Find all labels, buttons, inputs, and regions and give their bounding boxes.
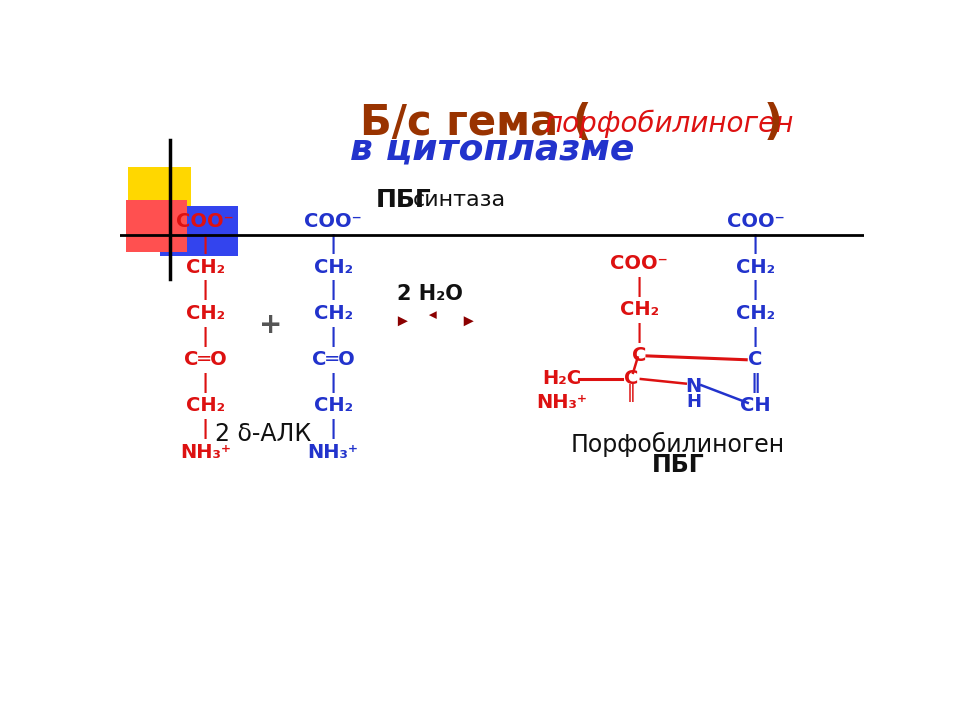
Text: синтаза: синтаза	[413, 190, 506, 210]
Text: C═O: C═O	[312, 350, 354, 369]
Text: +: +	[259, 311, 283, 339]
Text: C: C	[632, 346, 646, 365]
Bar	[126, 200, 186, 252]
Text: |: |	[202, 327, 209, 346]
Text: |: |	[329, 327, 337, 346]
Text: в цитоплазме: в цитоплазме	[349, 132, 635, 166]
Text: ПБГ: ПБГ	[375, 189, 431, 212]
Text: ПБГ: ПБГ	[652, 454, 705, 477]
Text: COO⁻: COO⁻	[611, 254, 668, 273]
Text: COO⁻: COO⁻	[727, 212, 784, 230]
Text: H₂C: H₂C	[542, 369, 582, 389]
Text: |: |	[329, 234, 337, 254]
Text: |: |	[752, 281, 759, 300]
Text: NH₃⁺: NH₃⁺	[180, 443, 230, 462]
Text: CH₂: CH₂	[314, 304, 352, 323]
Text: |: |	[752, 234, 759, 254]
Text: 2 δ-АЛК: 2 δ-АЛК	[215, 423, 311, 446]
Text: N: N	[685, 377, 702, 396]
Bar	[160, 206, 238, 256]
Text: |: |	[202, 419, 209, 439]
Text: ‖: ‖	[627, 384, 636, 402]
Text: |: |	[636, 276, 643, 297]
Text: COO⁻: COO⁻	[304, 212, 362, 230]
Text: |: |	[202, 234, 209, 254]
Text: |: |	[329, 281, 337, 300]
Text: CH₂: CH₂	[736, 258, 775, 277]
Text: |: |	[329, 373, 337, 393]
Text: CH₂: CH₂	[185, 258, 225, 277]
Text: NH₃⁺: NH₃⁺	[307, 443, 359, 462]
Text: C: C	[624, 369, 638, 389]
Text: H: H	[686, 393, 701, 411]
Text: ‖: ‖	[751, 373, 760, 393]
Text: C: C	[748, 350, 762, 369]
Text: CH₂: CH₂	[620, 300, 659, 319]
Text: Порфобилиноген: Порфобилиноген	[571, 432, 785, 457]
Text: |: |	[752, 327, 759, 346]
Text: |: |	[329, 419, 337, 439]
Text: |: |	[636, 323, 643, 343]
Text: Б/с гема (: Б/с гема (	[360, 102, 592, 144]
Text: CH: CH	[740, 397, 771, 415]
Text: CH₂: CH₂	[736, 304, 775, 323]
Text: 2 H₂O: 2 H₂O	[397, 284, 463, 305]
Text: NH₃⁺: NH₃⁺	[537, 392, 588, 412]
Text: COO⁻: COO⁻	[177, 212, 234, 230]
Text: порфобилиноген: порфобилиноген	[544, 109, 794, 138]
Text: |: |	[202, 373, 209, 393]
Text: CH₂: CH₂	[314, 258, 352, 277]
Text: CH₂: CH₂	[314, 397, 352, 415]
Bar	[128, 167, 191, 229]
Text: CH₂: CH₂	[185, 304, 225, 323]
Text: CH₂: CH₂	[185, 397, 225, 415]
Text: |: |	[202, 281, 209, 300]
Text: C═O: C═O	[184, 350, 227, 369]
Text: ): )	[763, 102, 782, 144]
